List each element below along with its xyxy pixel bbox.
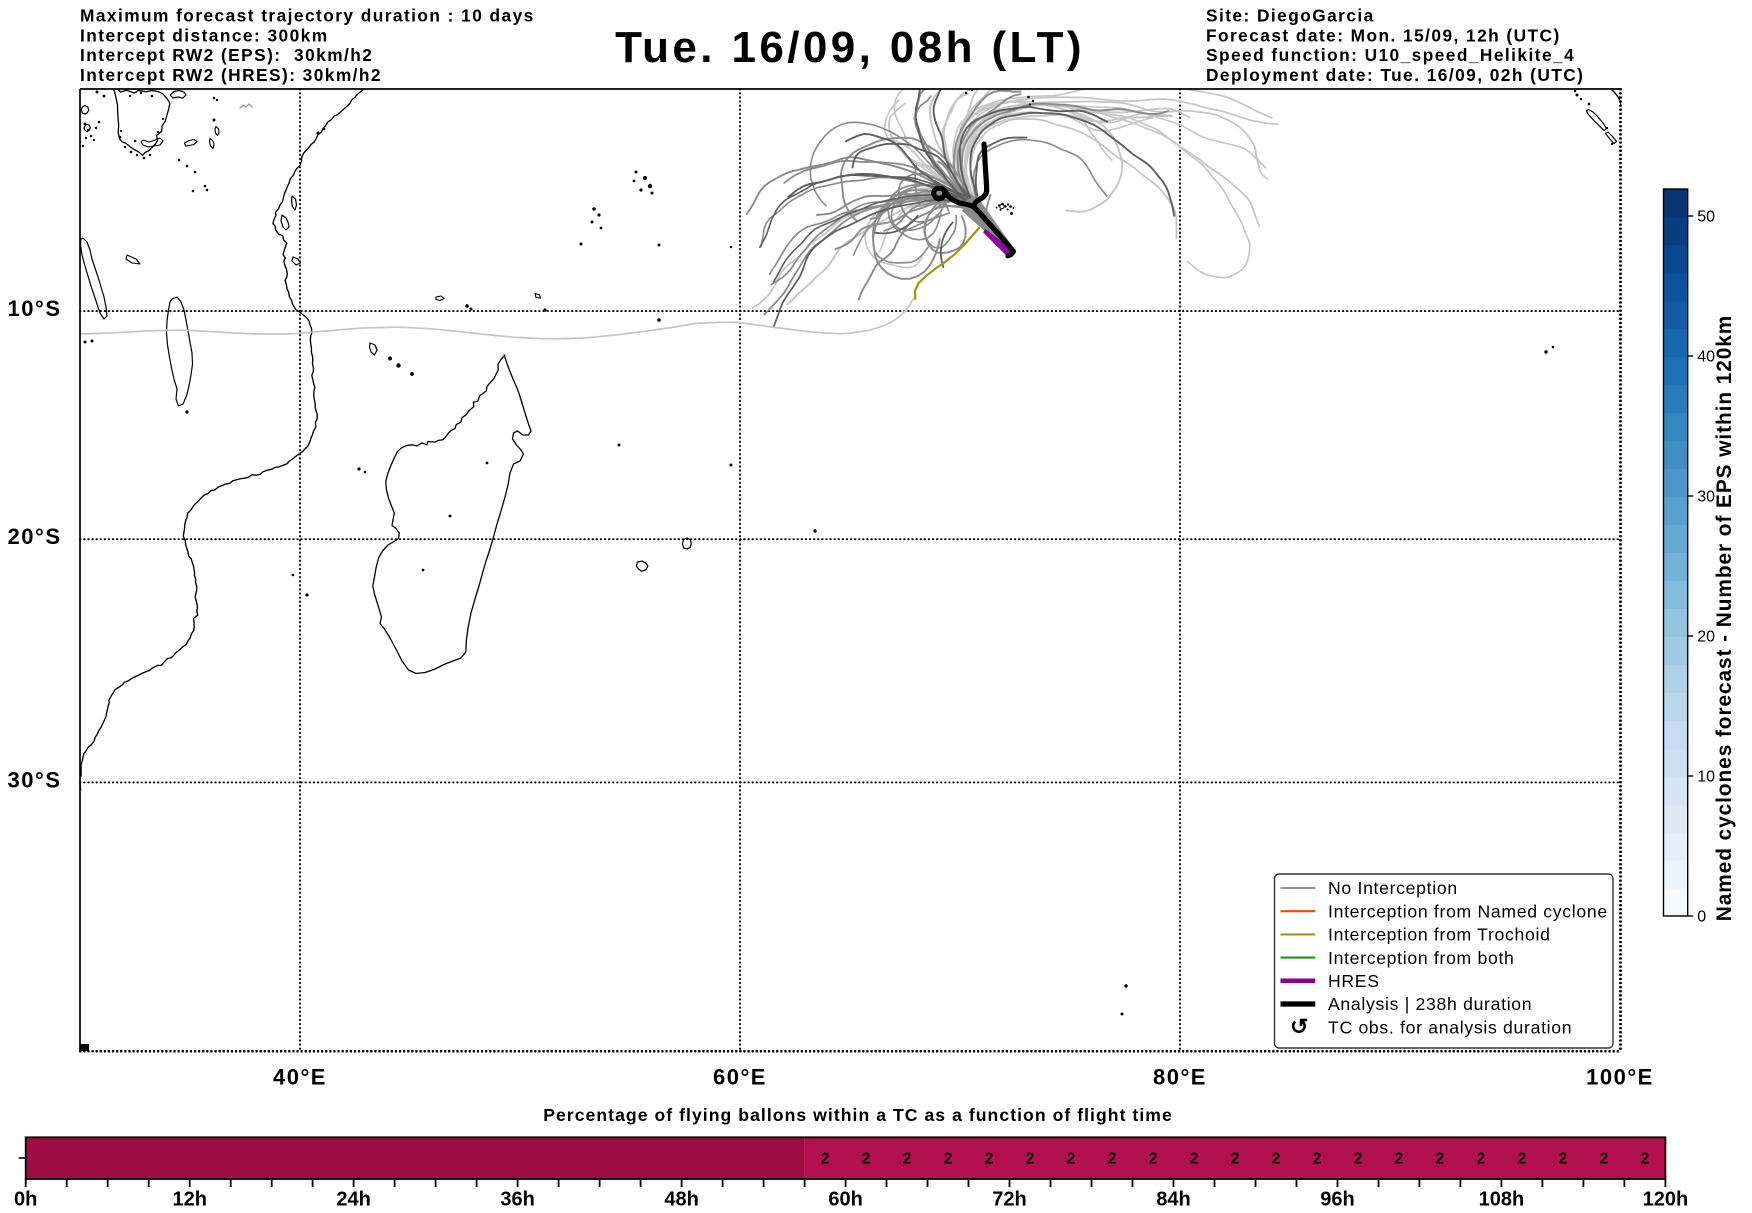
svg-text:Site: DiegoGarcia: Site: DiegoGarcia <box>1206 6 1375 26</box>
svg-text:20°S: 20°S <box>8 524 62 549</box>
svg-text:2: 2 <box>1641 1151 1650 1168</box>
svg-text:2: 2 <box>1026 1151 1035 1168</box>
svg-text:Intercept distance: 300km: Intercept distance: 300km <box>80 25 329 45</box>
svg-text:2: 2 <box>1272 1151 1281 1168</box>
svg-text:Forecast date: Mon. 15/09, 12h: Forecast date: Mon. 15/09, 12h (UTC) <box>1206 25 1561 45</box>
svg-text:84h: 84h <box>1156 1189 1190 1211</box>
svg-text:2: 2 <box>1231 1151 1240 1168</box>
svg-text:40: 40 <box>1697 349 1715 366</box>
svg-text:60°E: 60°E <box>713 1065 767 1090</box>
svg-text:20: 20 <box>1697 629 1715 646</box>
svg-text:10°S: 10°S <box>8 296 62 321</box>
svg-text:2: 2 <box>903 1151 912 1168</box>
svg-text:Tue. 16/09, 08h (LT): Tue. 16/09, 08h (LT) <box>615 23 1085 72</box>
svg-text:96h: 96h <box>1320 1189 1354 1211</box>
svg-text:Interception from both: Interception from both <box>1328 948 1515 968</box>
svg-text:36h: 36h <box>500 1189 534 1211</box>
svg-text:30°S: 30°S <box>8 767 62 792</box>
svg-text:No Interception: No Interception <box>1328 878 1458 898</box>
svg-text:24h: 24h <box>336 1189 370 1211</box>
svg-text:Interception from Named cyclon: Interception from Named cyclone <box>1328 901 1608 921</box>
svg-text:2: 2 <box>1436 1151 1445 1168</box>
svg-text:2: 2 <box>862 1151 871 1168</box>
svg-text:2: 2 <box>1600 1151 1609 1168</box>
svg-text:Maximum forecast trajectory du: Maximum forecast trajectory duration : 1… <box>80 6 535 26</box>
svg-text:TC obs. for analysis duration: TC obs. for analysis duration <box>1328 1017 1572 1037</box>
svg-text:2: 2 <box>1395 1151 1404 1168</box>
svg-text:108h: 108h <box>1479 1189 1525 1211</box>
svg-text:12h: 12h <box>172 1189 206 1211</box>
svg-text:120h: 120h <box>1643 1189 1689 1211</box>
svg-text:Named cyclones forecast - Numb: Named cyclones forecast - Number of EPS … <box>1713 315 1736 921</box>
svg-text:2: 2 <box>1518 1151 1527 1168</box>
svg-text:Interception from Trochoid: Interception from Trochoid <box>1328 925 1551 945</box>
svg-text:HRES: HRES <box>1328 971 1380 991</box>
svg-text:30: 30 <box>1697 489 1715 506</box>
svg-text:Speed function: U10_speed_Heli: Speed function: U10_speed_Helikite_4 <box>1206 45 1575 65</box>
svg-text:2: 2 <box>821 1151 830 1168</box>
svg-text:2: 2 <box>944 1151 953 1168</box>
svg-text:↺: ↺ <box>1290 1014 1308 1039</box>
svg-text:2: 2 <box>1559 1151 1568 1168</box>
svg-text:60h: 60h <box>828 1189 862 1211</box>
svg-text:48h: 48h <box>664 1189 698 1211</box>
svg-text:Deployment date: Tue. 16/09, 0: Deployment date: Tue. 16/09, 02h (UTC) <box>1206 65 1584 85</box>
svg-text:0h: 0h <box>14 1189 37 1211</box>
svg-text:2: 2 <box>1149 1151 1158 1168</box>
svg-text:Intercept RW2 (HRES): 30km/h2: Intercept RW2 (HRES): 30km/h2 <box>80 65 382 85</box>
svg-text:2: 2 <box>1477 1151 1486 1168</box>
svg-text:10: 10 <box>1697 769 1715 786</box>
svg-text:0: 0 <box>1697 909 1706 926</box>
svg-text:2: 2 <box>1108 1151 1117 1168</box>
svg-text:50: 50 <box>1697 209 1715 226</box>
svg-text:2: 2 <box>985 1151 994 1168</box>
svg-text:Percentage of flying ballons w: Percentage of flying ballons within a TC… <box>543 1105 1173 1125</box>
svg-text:Analysis | 238h duration: Analysis | 238h duration <box>1328 994 1532 1014</box>
svg-text:2: 2 <box>1190 1151 1199 1168</box>
svg-text:40°E: 40°E <box>273 1065 327 1090</box>
svg-text:80°E: 80°E <box>1153 1065 1207 1090</box>
svg-text:2: 2 <box>1354 1151 1363 1168</box>
svg-text:100°E: 100°E <box>1586 1065 1654 1090</box>
svg-text:2: 2 <box>1313 1151 1322 1168</box>
svg-text:Intercept RW2 (EPS): 30km/h2: Intercept RW2 (EPS): 30km/h2 <box>80 45 373 65</box>
svg-text:72h: 72h <box>992 1189 1026 1211</box>
svg-text:2: 2 <box>1067 1151 1076 1168</box>
